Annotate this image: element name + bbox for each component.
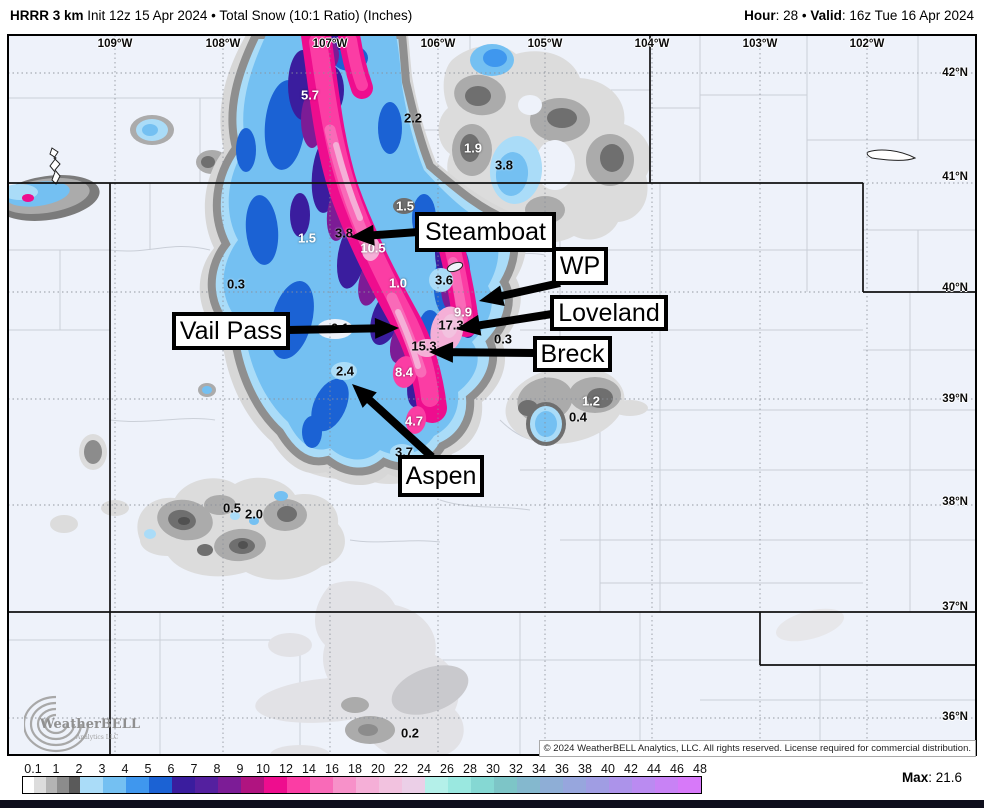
title-bar: HRRR 3 km Init 12z 15 Apr 2024 • Total S… — [0, 0, 984, 32]
color-scale-tick: 18 — [348, 762, 362, 776]
color-scale-tick: 2 — [75, 762, 83, 776]
color-scale-tick: 40 — [601, 762, 615, 776]
color-scale-segment — [264, 777, 287, 793]
color-scale-segment — [425, 777, 448, 793]
color-scale-tick: 20 — [371, 762, 385, 776]
color-scale-tick: 32 — [509, 762, 523, 776]
callout-vail-pass: Vail Pass — [172, 312, 290, 350]
color-scale-segment — [632, 777, 655, 793]
color-scale-tick: 6 — [167, 762, 175, 776]
color-scale-tick: 7 — [190, 762, 198, 776]
color-scale-tick: 10 — [256, 762, 270, 776]
color-scale-segment — [34, 777, 46, 793]
callout-aspen: Aspen — [398, 455, 484, 497]
color-scale-tick: 16 — [325, 762, 339, 776]
valid-value: : 16z Tue 16 Apr 2024 — [841, 8, 974, 23]
model-title: HRRR 3 km Init 12z 15 Apr 2024 • Total S… — [10, 8, 412, 23]
model-name: HRRR 3 km — [10, 8, 84, 23]
color-scale-tick: 22 — [394, 762, 408, 776]
color-scale-segment — [356, 777, 379, 793]
color-scale-segment — [517, 777, 540, 793]
color-scale-segment — [241, 777, 264, 793]
callout-steamboat: Steamboat — [415, 212, 556, 252]
color-scale-segment — [540, 777, 563, 793]
color-scale-tick: 3 — [98, 762, 106, 776]
color-scale-segment — [80, 777, 103, 793]
color-scale-tick: 38 — [578, 762, 592, 776]
color-scale-segment — [655, 777, 678, 793]
callout-wp: WP — [552, 247, 608, 285]
color-scale-segment — [586, 777, 609, 793]
logo-sub: Analytics LLC — [75, 734, 119, 741]
callout-loveland: Loveland — [550, 295, 668, 331]
color-scale-segment — [287, 777, 310, 793]
color-scale-bar — [22, 776, 702, 794]
color-scale-tick: 9 — [236, 762, 244, 776]
color-scale-segment — [379, 777, 402, 793]
copyright-notice: © 2024 WeatherBELL Analytics, LLC. All r… — [538, 740, 976, 757]
color-scale-segment — [563, 777, 586, 793]
color-scale-segment — [195, 777, 218, 793]
color-scale-tick: 30 — [486, 762, 500, 776]
color-scale-row: 0.1 1 2 3 4 5 6 7 8 9 10 12 14 16 18 20 22 24 26 28 30 32 34 36… — [0, 760, 984, 800]
hour-value: : 28 • — [775, 8, 811, 23]
color-scale-segment — [68, 777, 80, 793]
valid-time: Hour: 28 • Valid: 16z Tue 16 Apr 2024 — [744, 8, 974, 23]
color-scale-segment — [57, 777, 69, 793]
color-scale-segment — [678, 777, 701, 793]
hour-label: Hour — [744, 8, 776, 23]
color-scale-segment — [310, 777, 333, 793]
callout-breck: Breck — [533, 336, 612, 372]
max-number: 21.6 — [935, 770, 962, 785]
max-value: Max: 21.6 — [902, 770, 962, 785]
color-scale-segment — [402, 777, 425, 793]
color-scale-segment — [448, 777, 471, 793]
color-scale-tick: 46 — [670, 762, 684, 776]
color-scale-tick: 34 — [532, 762, 546, 776]
color-scale-segment — [126, 777, 149, 793]
color-scale-segment — [218, 777, 241, 793]
color-scale-segment — [45, 777, 57, 793]
model-init-product: Init 12z 15 Apr 2024 • Total Snow (10:1 … — [83, 8, 413, 23]
weatherbell-logo: WeatherBELL Analytics LLC — [22, 694, 144, 759]
valid-label: Valid — [810, 8, 842, 23]
color-scale-tick: 28 — [463, 762, 477, 776]
color-scale-tick: 24 — [417, 762, 431, 776]
color-scale-tick: 26 — [440, 762, 454, 776]
color-scale-segment — [494, 777, 517, 793]
color-scale-segment — [471, 777, 494, 793]
color-scale-tick: 8 — [213, 762, 221, 776]
color-scale-tick: 4 — [121, 762, 129, 776]
color-scale-tick: 14 — [302, 762, 316, 776]
color-scale-segment — [149, 777, 172, 793]
color-scale-tick: 44 — [647, 762, 661, 776]
color-scale-tick: 48 — [693, 762, 707, 776]
color-scale-tick: 0.1 — [24, 762, 42, 776]
color-scale-segment — [103, 777, 126, 793]
color-scale-tick: 5 — [144, 762, 152, 776]
max-sep: : — [928, 770, 936, 785]
color-scale-segment — [333, 777, 356, 793]
logo-name: WeatherBELL — [39, 717, 140, 732]
max-label: Max — [901, 770, 929, 785]
color-scale-tick: 36 — [555, 762, 569, 776]
color-scale-tick: 12 — [279, 762, 293, 776]
color-scale-tick: 42 — [624, 762, 638, 776]
bottom-bar — [0, 800, 984, 808]
color-scale-segment — [609, 777, 632, 793]
color-scale-segment — [23, 777, 34, 793]
color-scale-segment — [172, 777, 195, 793]
color-scale-tick: 1 — [52, 762, 60, 776]
